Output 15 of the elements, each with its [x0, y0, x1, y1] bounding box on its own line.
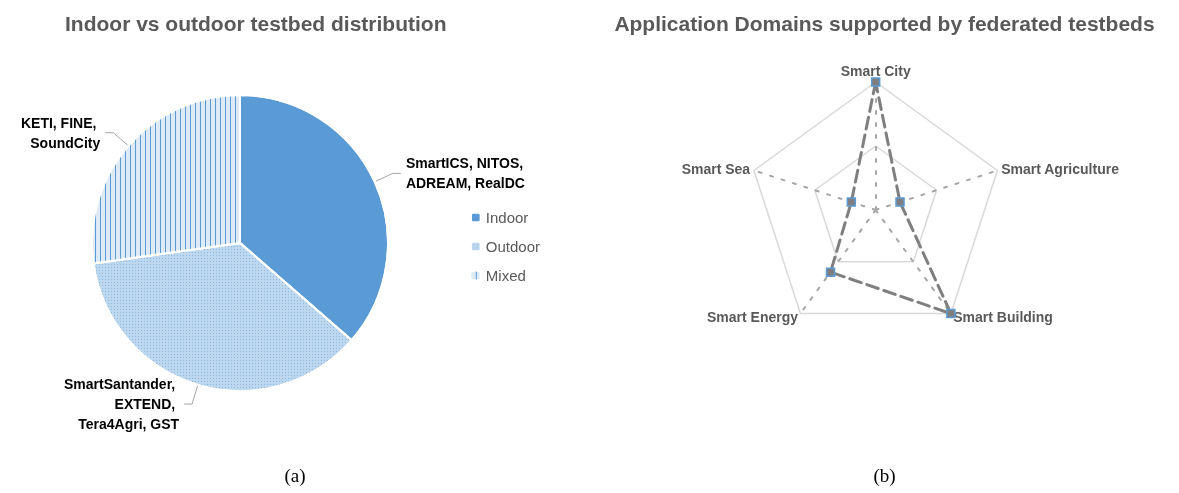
legend-label: Outdoor [485, 238, 540, 255]
spoke-label: Smart Energy [707, 308, 799, 325]
data-label: SmartICS, NITOS, ADREAM, RealDC [405, 155, 528, 192]
spoke-label: Smart City [840, 63, 911, 79]
chart-title: Indoor vs outdoor testbed distribution [65, 12, 447, 35]
spoke-label: Smart Building [953, 308, 1053, 325]
legend-label: Indoor [485, 209, 529, 226]
text: (b) [873, 465, 896, 487]
spoke-label: Smart Agriculture [1001, 161, 1120, 178]
text: (a) [284, 465, 306, 487]
legend-label: Mixed [485, 267, 526, 284]
data-label: SmartSantander, EXTEND, Tera4Agri, GST [63, 376, 180, 433]
chart-title: Application Domains supported by federated testbeds [614, 12, 1155, 35]
spoke-label: Smart Sea [681, 161, 751, 178]
data-label: KETI, FINE, SoundCity [20, 114, 101, 151]
